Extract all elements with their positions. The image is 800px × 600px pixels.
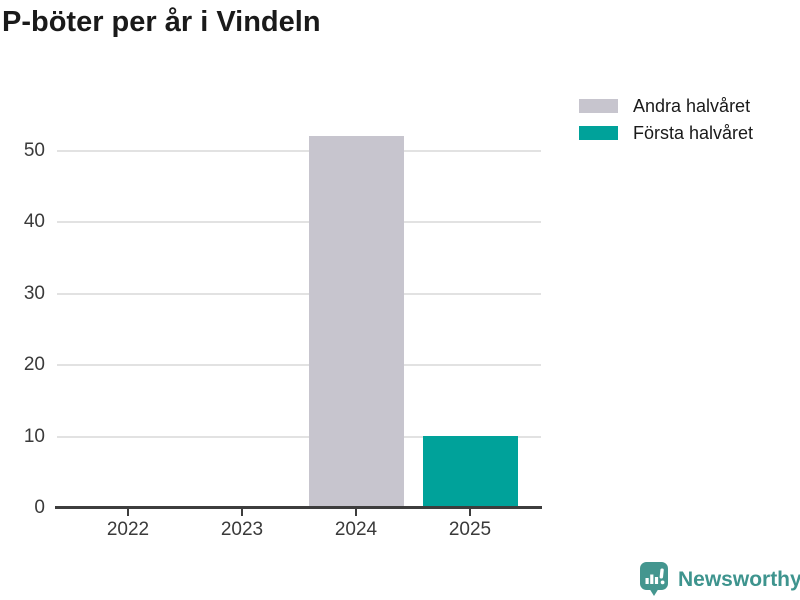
legend-swatch-forsta-halvaret bbox=[579, 126, 618, 140]
legend-item-forsta-halvaret: Första halvåret bbox=[579, 123, 753, 143]
legend-item-andra-halvaret: Andra halvåret bbox=[579, 96, 753, 116]
gridline-y30 bbox=[57, 293, 541, 295]
x-axis-tick-mark bbox=[355, 509, 357, 516]
x-axis-tick-label: 2023 bbox=[220, 519, 264, 540]
legend-swatch-andra-halvaret bbox=[579, 99, 618, 113]
branding: Newsworthy bbox=[640, 562, 800, 597]
gridline-y40 bbox=[57, 221, 541, 223]
x-axis-tick-mark bbox=[127, 509, 129, 516]
legend-label: Första halvåret bbox=[633, 122, 754, 143]
chart-title: P-böter per år i Vindeln bbox=[2, 6, 321, 38]
x-axis-tick-label: 2025 bbox=[448, 519, 492, 540]
x-axis-tick-mark bbox=[469, 509, 471, 516]
y-axis-tick-label: 30 bbox=[23, 283, 45, 304]
x-axis-line bbox=[55, 506, 542, 509]
x-axis-tick-label: 2024 bbox=[334, 519, 378, 540]
branding-name: Newsworthy bbox=[678, 567, 800, 591]
y-axis-tick-label: 40 bbox=[23, 211, 45, 232]
legend-label: Andra halvåret bbox=[633, 95, 751, 116]
y-axis-tick-label: 0 bbox=[34, 497, 45, 518]
x-axis-tick-label: 2022 bbox=[106, 519, 150, 540]
y-axis-tick-label: 10 bbox=[23, 426, 45, 447]
bar-2025-första-halvåret bbox=[422, 436, 518, 508]
bar-2024-andra-halvåret bbox=[308, 136, 404, 508]
gridline-y20 bbox=[57, 364, 541, 366]
legend: Andra halvåret Första halvåret bbox=[579, 96, 753, 153]
y-axis-tick-label: 50 bbox=[23, 140, 45, 161]
newsworthy-logo-icon bbox=[640, 562, 668, 596]
gridline-y50 bbox=[57, 150, 541, 152]
x-axis-tick-mark bbox=[241, 509, 243, 516]
y-axis-tick-label: 20 bbox=[23, 354, 45, 375]
gridline-y10 bbox=[57, 436, 541, 438]
